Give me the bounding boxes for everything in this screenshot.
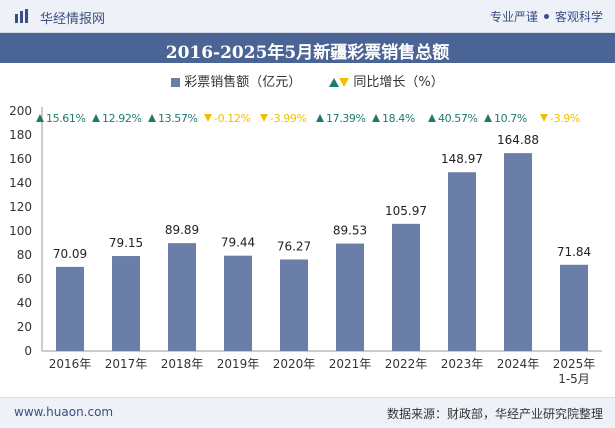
x-tick-label: 2016年 (49, 357, 92, 371)
bar (336, 243, 364, 351)
y-tick-label: 20 (17, 320, 32, 334)
value-label: 164.88 (497, 133, 539, 147)
x-tick-label: 2017年 (105, 357, 148, 371)
value-label: 89.53 (333, 224, 367, 238)
bar (504, 153, 532, 351)
growth-up-icon (372, 114, 380, 122)
growth-label: 10.7% (494, 112, 527, 125)
growth-up-icon (428, 114, 436, 122)
growth-label: 12.92% (102, 112, 142, 125)
growth-down-icon (204, 114, 212, 122)
bar (224, 255, 252, 351)
separator-dot (543, 14, 549, 19)
x-tick-label: 1-5月 (558, 372, 590, 386)
legend: 彩票销售额（亿元） 同比增长（%） (0, 71, 615, 90)
value-label: 105.97 (385, 204, 427, 218)
y-tick-label: 160 (9, 152, 32, 166)
growth-label: 13.57% (158, 112, 198, 125)
bar (448, 172, 476, 351)
growth-label: 40.57% (438, 112, 478, 125)
legend-bar-label: 彩票销售额（亿元） (184, 75, 302, 90)
value-label: 148.97 (441, 152, 483, 166)
y-tick-label: 40 (17, 296, 32, 310)
y-tick-label: 0 (24, 344, 32, 358)
growth-up-icon (316, 114, 324, 122)
x-tick-label: 2020年 (273, 357, 316, 371)
brand-name: 华经情报网 (40, 12, 106, 27)
bar-swatch-icon (171, 78, 181, 87)
growth-down-icon (540, 114, 548, 122)
title-bar: 2016-2025年5月新疆彩票销售总额 (0, 33, 615, 63)
bar (560, 264, 588, 351)
y-tick-label: 80 (17, 248, 32, 262)
growth-up-icon (148, 114, 156, 122)
chart-title: 2016-2025年5月新疆彩票销售总额 (165, 43, 450, 63)
y-tick-label: 140 (9, 176, 32, 190)
header-tags: 专业严谨 客观科学 (490, 8, 603, 25)
x-tick-label: 2019年 (217, 357, 260, 371)
header-bar: 华经情报网 专业严谨 客观科学 (0, 0, 615, 33)
y-tick-label: 180 (9, 128, 32, 142)
growth-label: -3.9% (550, 112, 580, 125)
legend-growth-label: 同比增长（%） (353, 75, 444, 90)
growth-label: 17.39% (326, 112, 366, 125)
logo-icon (15, 9, 28, 23)
value-label: 70.09 (53, 247, 87, 261)
y-tick-label: 120 (9, 200, 32, 214)
growth-down-icon (260, 114, 268, 122)
up-triangle-icon (329, 78, 340, 87)
bar (280, 259, 308, 351)
bar (168, 243, 196, 351)
legend-item-bar: 彩票销售额（亿元） (171, 71, 301, 90)
source-note: 数据来源：财政部，华经产业研究院整理 (386, 407, 603, 421)
legend-item-growth: 同比增长（%） (329, 71, 444, 90)
growth-label: 15.61% (46, 112, 86, 125)
x-tick-label: 2022年 (385, 357, 428, 371)
growth-up-icon (92, 114, 100, 122)
growth-up-icon (36, 114, 44, 122)
bar (56, 266, 84, 351)
bar (392, 223, 420, 351)
value-label: 89.89 (165, 223, 199, 237)
growth-label: -0.12% (214, 112, 251, 125)
tag-left: 专业严谨 (489, 10, 538, 24)
y-tick-label: 100 (9, 224, 32, 238)
down-triangle-icon (339, 78, 350, 87)
value-label: 79.44 (221, 236, 255, 250)
y-tick-label: 60 (17, 272, 32, 286)
value-label: 79.15 (109, 236, 143, 250)
y-tick-label: 200 (9, 104, 32, 118)
x-tick-label: 2025年 (553, 357, 596, 371)
value-label: 76.27 (277, 239, 311, 253)
bar (112, 256, 140, 351)
footer-bar: www.huaon.com 数据来源：财政部，华经产业研究院整理 (0, 397, 615, 428)
website-link[interactable]: www.huaon.com (14, 405, 114, 419)
x-tick-label: 2021年 (329, 357, 372, 371)
growth-up-icon (484, 114, 492, 122)
x-tick-label: 2018年 (161, 357, 204, 371)
chart-area: 0 20 40 60 80 100 120 140 160 180 200 70.09 2016年 15.… (9, 104, 602, 386)
x-tick-label: 2023年 (441, 357, 484, 371)
value-label: 71.84 (557, 245, 591, 259)
tag-right: 客观科学 (554, 10, 603, 24)
growth-label: 18.4% (382, 112, 415, 125)
growth-label: -3.99% (270, 112, 307, 125)
x-tick-label: 2024年 (497, 357, 540, 371)
